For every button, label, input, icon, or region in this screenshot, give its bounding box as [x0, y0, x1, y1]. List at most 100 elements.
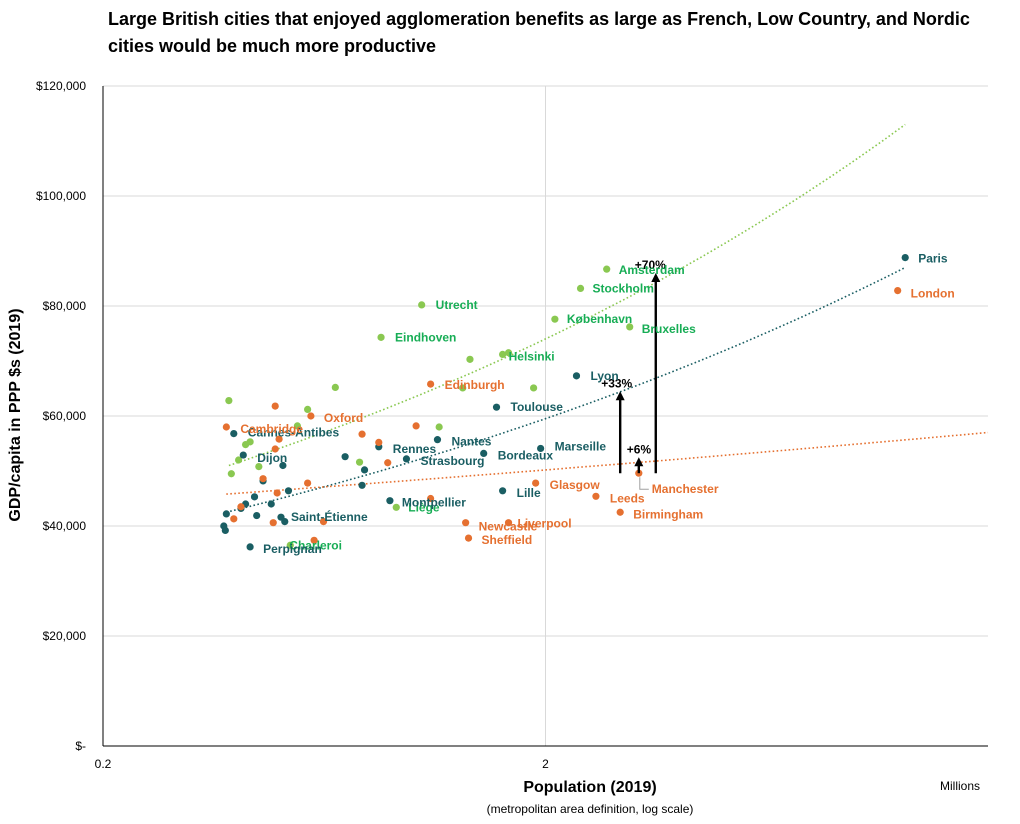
data-point: [459, 384, 467, 392]
data-point: [504, 349, 513, 357]
data-point: [221, 526, 229, 535]
y-tick-label: $120,000: [36, 79, 86, 93]
city-label: Paris: [918, 252, 948, 266]
city-label: Glasgow: [550, 478, 601, 492]
data-point: [375, 438, 383, 446]
data-point: [259, 475, 267, 483]
city-label: Utrecht: [436, 298, 478, 312]
annotation-label: +33%: [601, 376, 632, 390]
city-label: Bruxelles: [642, 322, 696, 336]
city-label: Liège: [408, 500, 440, 514]
data-point: [386, 497, 394, 505]
y-tick-label: $20,000: [43, 629, 87, 643]
data-point: [427, 494, 435, 503]
data-point: [418, 301, 426, 309]
city-label: Cannes-Antibes: [248, 426, 340, 440]
city-label: Montpellier: [402, 496, 466, 510]
axes: [102, 86, 988, 747]
data-point: [239, 451, 247, 459]
data-point: [616, 508, 624, 516]
city-label: Leeds: [610, 491, 645, 505]
data-point: [572, 372, 581, 380]
city-label: Toulouse: [511, 400, 564, 414]
data-points: [220, 254, 909, 551]
trendlines: [226, 123, 989, 514]
data-point: [377, 333, 385, 341]
city-labels: Eindhoven Liège Utrecht Helsinki Charleroi Kø…: [240, 252, 954, 556]
data-point: [269, 519, 277, 527]
data-point: [592, 492, 600, 500]
grid-lines: [103, 85, 988, 746]
data-point: [532, 479, 540, 487]
annotation-label: +6%: [627, 442, 652, 456]
data-point: [433, 436, 442, 444]
city-label: Newcastle: [479, 520, 538, 534]
data-point: [504, 519, 513, 527]
data-point: [626, 323, 634, 331]
data-point: [499, 487, 507, 495]
arrow-head: [651, 273, 661, 282]
data-point: [271, 402, 279, 410]
data-point: [255, 463, 263, 471]
data-point: [358, 430, 366, 438]
data-point: [427, 380, 435, 388]
city-label: Bordeaux: [498, 448, 554, 462]
y-tick-label: $60,000: [43, 409, 87, 423]
data-point: [275, 435, 283, 443]
annotation-label: +70%: [635, 258, 666, 272]
data-point: [603, 265, 611, 273]
data-point: [462, 519, 470, 527]
data-point: [530, 384, 538, 392]
city-label: Nantes: [451, 435, 491, 449]
data-point: [355, 458, 364, 466]
data-point: [576, 284, 585, 292]
data-point: [273, 489, 281, 497]
data-point: [392, 503, 400, 511]
x-tick-label: 0.2: [95, 757, 112, 771]
data-point: [384, 459, 392, 467]
city-label: Rennes: [393, 442, 437, 456]
city-label: Birmingham: [633, 507, 703, 521]
y-tick-label: $-: [75, 739, 86, 753]
x-tick-label: 2: [542, 757, 549, 771]
data-point: [230, 515, 238, 523]
arrow-head: [634, 457, 644, 467]
data-point: [227, 470, 235, 478]
data-point: [466, 355, 474, 363]
data-point: [271, 445, 279, 453]
data-point: [237, 503, 245, 511]
trendline-orange: [226, 431, 989, 495]
city-label: Dijon: [257, 451, 287, 465]
city-label: Eindhoven: [395, 330, 456, 344]
data-point: [341, 453, 349, 461]
data-point: [435, 423, 443, 431]
city-label: Helsinki: [509, 349, 555, 363]
city-label: Liverpool: [518, 517, 572, 531]
chart-title: Large British cities that enjoyed agglom…: [108, 9, 970, 56]
data-point: [412, 422, 420, 430]
x-axis-units: Millions: [940, 779, 981, 793]
data-point: [281, 518, 289, 526]
city-label: Sheffield: [482, 533, 533, 547]
data-point: [250, 493, 259, 501]
city-label: Strasbourg: [420, 454, 484, 468]
y-tick-label: $40,000: [43, 519, 87, 533]
annotations: +6% +33% +70%: [601, 258, 666, 474]
data-point: [358, 481, 366, 489]
data-point: [222, 423, 230, 431]
city-label: Manchester: [652, 482, 719, 496]
city-label: Oxford: [324, 411, 363, 425]
data-point: [286, 541, 294, 549]
data-point: [331, 383, 339, 391]
data-point: [304, 405, 312, 413]
data-point: [480, 449, 488, 457]
city-label: Charleroi: [289, 538, 342, 552]
leader-line: [639, 477, 649, 490]
data-point: [293, 422, 302, 430]
city-label: Amsterdam: [619, 263, 685, 277]
data-point: [310, 536, 318, 544]
data-point: [246, 543, 254, 551]
data-point: [279, 461, 287, 470]
data-point: [284, 487, 293, 495]
data-point: [234, 456, 243, 464]
